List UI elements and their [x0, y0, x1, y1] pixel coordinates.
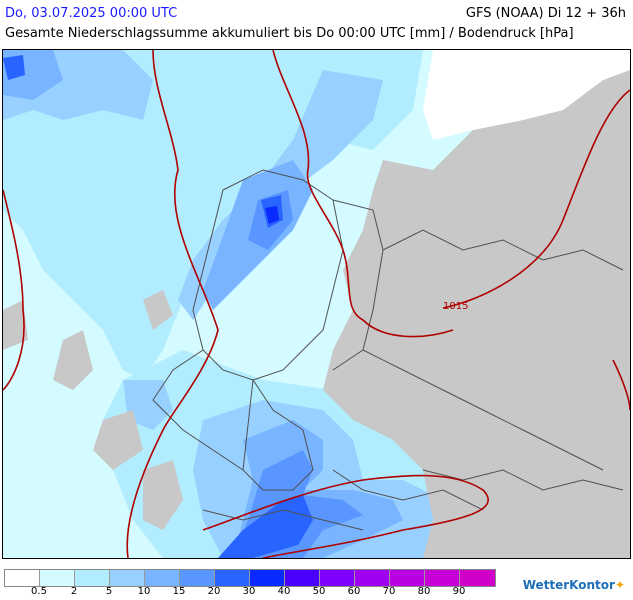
- legend-tick: 5: [105, 586, 113, 597]
- isobar-north: [126, 50, 219, 558]
- precip-20-30-b: [218, 495, 313, 558]
- legend-swatch-7: [250, 570, 285, 586]
- legend-tick: 2: [70, 586, 78, 597]
- land-france-2: [143, 290, 173, 330]
- precip-20-30-c: [3, 55, 25, 80]
- legend-tick: 60: [347, 586, 361, 597]
- legend-tick: 70: [382, 586, 396, 597]
- precip-5-10-d: [123, 380, 173, 430]
- valid-date: Do, 03.07.2025 00:00 UTC: [5, 6, 178, 21]
- legend-ticks: 0.5 2 5 10 15 20 30 40 50 60 70 80 90: [4, 586, 504, 600]
- legend-tick: 80: [417, 586, 431, 597]
- land-france-1: [53, 330, 93, 390]
- land-alps: [143, 460, 183, 530]
- legend-swatch-4: [145, 570, 180, 586]
- legend-swatch-12: [425, 570, 460, 586]
- legend-swatch-8: [285, 570, 320, 586]
- legend-swatch-5: [180, 570, 215, 586]
- legend-tick: 20: [207, 586, 221, 597]
- legend-scale: [4, 569, 496, 587]
- brand-name: WetterKontor: [522, 578, 615, 592]
- legend-swatch-6: [215, 570, 250, 586]
- baltic-sea: [423, 50, 630, 140]
- legend-swatch-9: [320, 570, 355, 586]
- legend-tick: 10: [137, 586, 151, 597]
- legend-tick: 90: [452, 586, 466, 597]
- precip-30-40: [265, 206, 279, 224]
- precipitation-map[interactable]: 1015: [2, 49, 631, 559]
- legend-tick: 40: [277, 586, 291, 597]
- isobar-east-edge: [612, 359, 630, 411]
- legend-tick: 30: [242, 586, 256, 597]
- model-run: GFS (NOAA) Di 12 + 36h: [465, 6, 626, 21]
- legend-tick: 50: [312, 586, 326, 597]
- map-title: Gesamte Niederschlagssumme akkumuliert b…: [5, 26, 574, 41]
- legend-swatch-13: [460, 570, 495, 586]
- isobar-south: [202, 474, 489, 558]
- legend-swatch-1: [40, 570, 75, 586]
- map-canvas: 1015: [3, 50, 630, 558]
- country-borders: [152, 169, 624, 531]
- legend-tick: 15: [172, 586, 186, 597]
- land-france-3: [3, 300, 28, 350]
- star-icon: ✦: [614, 578, 625, 592]
- precip-2-5-west: [3, 50, 333, 380]
- legend-tick: 0.5: [31, 586, 47, 597]
- legend-swatch-0: [5, 570, 40, 586]
- land-south: [93, 410, 143, 470]
- isobar-east: [272, 50, 454, 338]
- isobars: [3, 50, 630, 558]
- isobar-label: 1015: [443, 301, 468, 312]
- legend-swatch-2: [75, 570, 110, 586]
- legend-swatch-3: [110, 570, 145, 586]
- legend-swatch-11: [390, 570, 425, 586]
- legend-swatch-10: [355, 570, 390, 586]
- brand-logo[interactable]: WetterKontor✦: [523, 578, 625, 592]
- isobar-southwest: [3, 189, 25, 391]
- isobar-1015: [442, 89, 630, 309]
- land-east: [323, 70, 630, 558]
